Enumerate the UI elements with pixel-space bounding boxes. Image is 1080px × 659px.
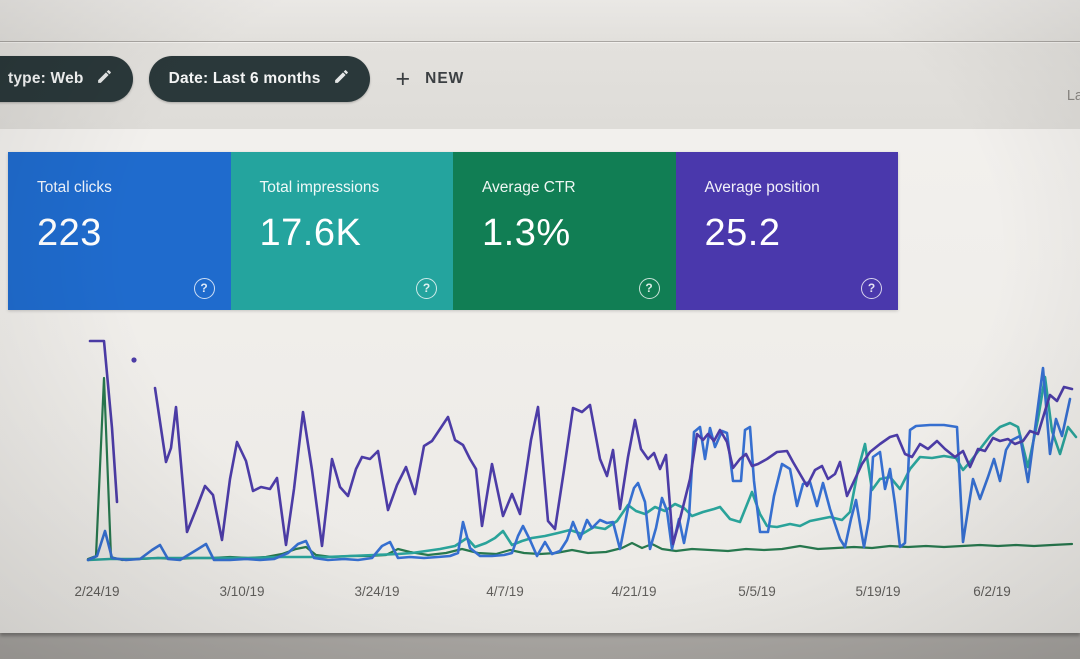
metric-card-average-ctr[interactable]: Average CTR 1.3% ? xyxy=(453,152,676,310)
series-position-line xyxy=(153,385,1074,548)
series-position-point xyxy=(131,357,137,363)
metric-card-label: Average position xyxy=(704,179,820,196)
help-icon[interactable]: ? xyxy=(861,278,882,299)
series-position-line xyxy=(88,339,119,504)
new-filter-button[interactable]: + NEW xyxy=(395,64,465,93)
filter-chips-row: type: Web Date: Last 6 months + NEW xyxy=(0,56,1080,102)
help-icon[interactable]: ? xyxy=(193,278,215,299)
x-axis-label: 3/10/19 xyxy=(219,584,265,599)
help-icon[interactable]: ? xyxy=(416,278,437,299)
metric-card-total-clicks[interactable]: Total clicks 223 ? xyxy=(8,152,231,310)
chart-x-axis: 2/24/19 3/10/19 3/24/19 4/7/19 4/21/19 5/5/19… xyxy=(0,584,1080,604)
x-axis-label: 4/7/19 xyxy=(486,584,524,599)
filter-chip-label: Date: Last 6 months xyxy=(168,70,321,87)
x-axis-label: 3/24/19 xyxy=(354,584,400,599)
filter-chip-search-type[interactable]: type: Web xyxy=(0,56,133,102)
x-axis-label: 2/24/19 xyxy=(74,584,120,599)
filter-chip-label: type: Web xyxy=(8,70,84,87)
metric-card-value: 17.6K xyxy=(259,212,362,254)
x-axis-label: 5/5/19 xyxy=(738,584,776,599)
metric-card-label: Average CTR xyxy=(482,179,576,196)
edit-icon xyxy=(333,68,350,90)
plus-icon: + xyxy=(395,64,412,93)
edit-icon xyxy=(96,68,113,90)
metric-card-value: 1.3% xyxy=(482,212,571,254)
metric-card-value: 223 xyxy=(37,212,102,254)
new-filter-button-label: NEW xyxy=(425,70,465,87)
partial-text-last-updated: La xyxy=(1066,88,1080,104)
filter-chip-date-range[interactable]: Date: Last 6 months xyxy=(148,56,370,102)
browser-top-strip xyxy=(0,0,1080,42)
metric-card-label: Total impressions xyxy=(259,179,380,196)
metric-cards-row: Total clicks 223 ? Total impressions 17.… xyxy=(8,152,898,310)
x-axis-label: 5/19/19 xyxy=(855,584,901,599)
metric-card-value: 25.2 xyxy=(704,212,781,254)
x-axis-label: 4/21/19 xyxy=(611,584,657,599)
metric-card-average-position[interactable]: Average position 25.2 ? xyxy=(675,152,898,310)
x-axis-label: 6/2/19 xyxy=(973,584,1011,599)
metric-card-label: Total clicks xyxy=(37,179,112,196)
help-icon[interactable]: ? xyxy=(638,278,660,299)
metric-card-total-impressions[interactable]: Total impressions 17.6K ? xyxy=(230,152,453,310)
series-clicks-line xyxy=(86,366,1072,562)
